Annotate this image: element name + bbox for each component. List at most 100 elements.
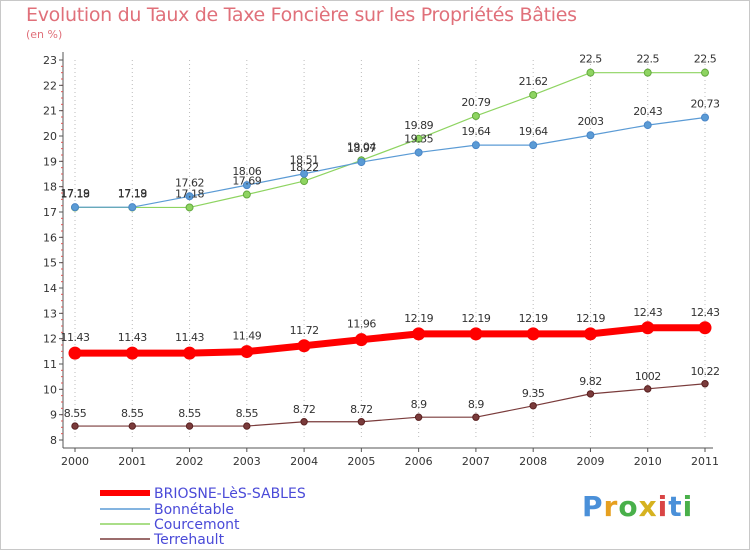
data-point — [526, 327, 540, 341]
data-label: 1002 — [635, 370, 661, 383]
logo-letter: x — [638, 490, 658, 523]
data-point — [185, 192, 194, 201]
data-label: 9.82 — [579, 375, 602, 388]
data-label: 20.79 — [461, 96, 490, 109]
data-point — [71, 203, 79, 212]
data-labels: 8.55 8.55 8.55 8.55 8.72 8.72 8.9 8.9 9.35 9.82 10… — [61, 53, 721, 420]
data-label: 18.97 — [347, 142, 376, 155]
y-tick-label: 21 — [43, 105, 57, 118]
data-point — [354, 333, 368, 347]
data-label: 8.55 — [64, 407, 87, 420]
data-label: 19.04 — [347, 140, 376, 153]
data-label: 11.43 — [61, 331, 90, 344]
data-point — [529, 402, 537, 410]
x-tick-label: 2004 — [290, 455, 318, 468]
data-point — [643, 68, 652, 77]
data-point — [698, 321, 712, 335]
data-point — [414, 148, 423, 157]
data-label: 17.19 — [61, 187, 90, 200]
logo-letter: i — [657, 490, 669, 523]
data-label: 17.62 — [175, 176, 204, 189]
x-tick-label: 2001 — [118, 455, 146, 468]
legend-label: Terrehault — [153, 532, 225, 548]
data-label: 12.19 — [404, 312, 433, 325]
x-tick-label: 2007 — [462, 455, 490, 468]
series-lines — [68, 68, 712, 430]
data-label: 22.5 — [636, 53, 659, 66]
data-point — [701, 380, 709, 388]
data-label: 12.19 — [461, 312, 490, 325]
legend-label: Courcemont — [154, 517, 240, 533]
legend-label: BRIOSNE-LèS-SABLES — [154, 486, 306, 502]
data-point — [412, 327, 426, 341]
data-point — [643, 121, 652, 130]
data-label: 20.43 — [633, 105, 662, 118]
axes: 8 9 10 11 12 13 14 15 16 17 18 19 20 21 22 23 2000 2001 20… — [43, 52, 719, 468]
data-label: 18.22 — [290, 161, 319, 174]
data-point — [471, 141, 480, 150]
data-label: 18.06 — [232, 165, 261, 178]
data-label: 20.73 — [691, 98, 720, 111]
data-point — [529, 141, 538, 150]
data-point — [128, 203, 137, 212]
data-label: 8.55 — [121, 407, 144, 420]
x-tick-label: 2005 — [347, 455, 375, 468]
data-label: 8.55 — [236, 407, 259, 420]
data-point — [641, 321, 655, 335]
y-tick-label: 13 — [43, 307, 57, 320]
data-point — [68, 346, 82, 360]
data-point — [472, 413, 480, 421]
data-label: 17.18 — [175, 187, 204, 200]
data-label: 9.35 — [522, 387, 545, 400]
legend: BRIOSNE-LèS-SABLESBonnétableCourcemontTe… — [100, 486, 306, 548]
y-tick-label: 22 — [43, 79, 57, 92]
data-point — [242, 181, 251, 190]
data-label: 11.43 — [118, 331, 147, 344]
logo-letter: o — [618, 490, 639, 523]
data-point — [297, 339, 311, 353]
data-point — [586, 390, 595, 398]
logo-letter: P — [582, 490, 604, 523]
data-label: 21.62 — [519, 75, 548, 88]
y-tick-label: 10 — [43, 383, 57, 396]
data-point — [644, 385, 652, 393]
data-label: 19.89 — [404, 119, 433, 132]
data-point — [183, 346, 197, 360]
x-tick-label: 2008 — [519, 455, 547, 468]
data-label: 18.51 — [290, 154, 319, 167]
logo-letter: t — [668, 490, 683, 523]
data-point — [300, 169, 309, 178]
grid — [74, 60, 706, 440]
data-label: 19.64 — [461, 125, 490, 138]
data-label: 8.72 — [293, 403, 316, 416]
data-label: 12.19 — [576, 312, 605, 325]
y-tick-label: 14 — [43, 282, 57, 295]
y-tick-label: 16 — [43, 231, 57, 244]
y-tick-label: 20 — [43, 130, 57, 143]
x-tick-label: 2003 — [233, 455, 261, 468]
data-point — [71, 422, 79, 430]
data-point — [240, 345, 254, 359]
series-line — [75, 116, 706, 208]
x-tick-label: 2006 — [405, 455, 433, 468]
legend-label: Bonnétable — [154, 502, 234, 518]
data-point — [414, 413, 423, 421]
data-point — [125, 346, 139, 360]
data-point — [414, 134, 423, 143]
series-line — [75, 72, 705, 209]
data-point — [128, 422, 136, 430]
data-label: 22.5 — [579, 53, 602, 66]
data-label: 17.18 — [118, 187, 147, 200]
y-tick-label: 18 — [43, 181, 57, 194]
x-tick-label: 2002 — [176, 455, 204, 468]
y-tick-label: 15 — [43, 257, 57, 270]
data-label: 11.43 — [175, 331, 204, 344]
data-label: 8.9 — [411, 398, 427, 411]
y-tick-label: 8 — [50, 434, 57, 447]
data-point — [357, 158, 366, 167]
chart-title: Evolution du Taux de Taxe Foncière sur l… — [26, 4, 577, 26]
proxiti-logo: Proxiti — [582, 490, 693, 523]
data-label: 8.72 — [350, 403, 373, 416]
data-label: 11.96 — [347, 318, 376, 331]
